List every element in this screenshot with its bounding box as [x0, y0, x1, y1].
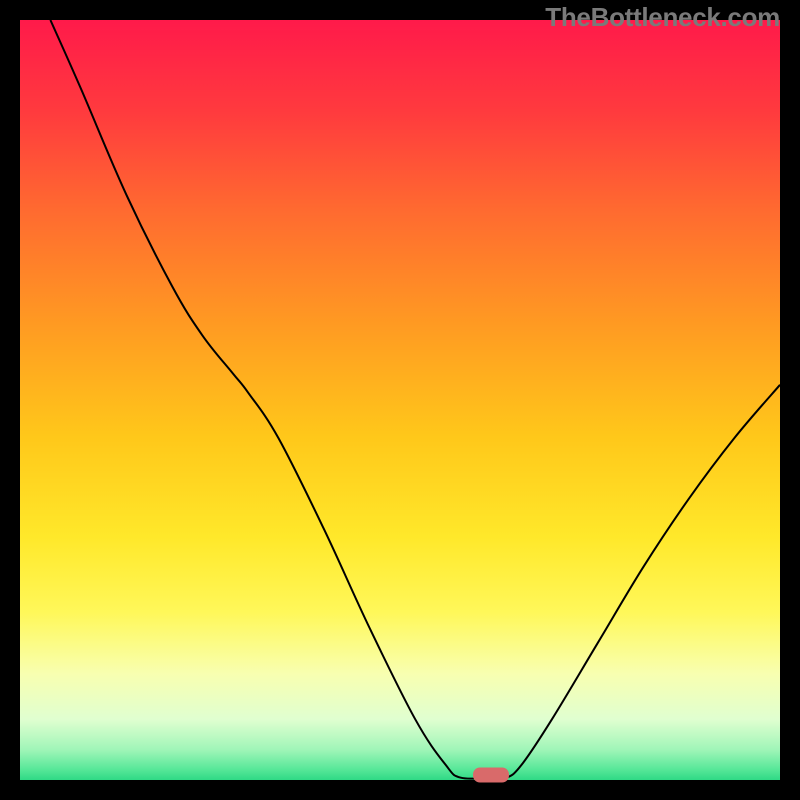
watermark-text: TheBottleneck.com: [545, 2, 780, 33]
bottleneck-chart: TheBottleneck.com: [0, 0, 800, 800]
optimal-marker: [473, 768, 509, 783]
plot-area: [20, 20, 780, 780]
bottleneck-curve: [20, 20, 780, 780]
